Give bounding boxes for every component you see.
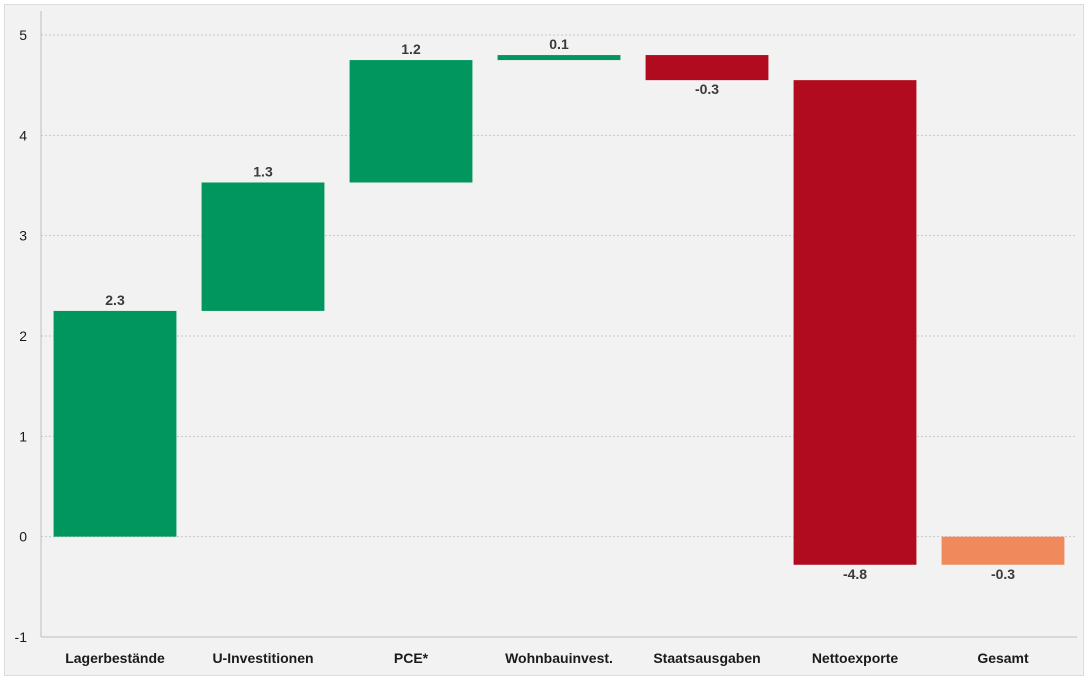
gridlines (41, 34, 1077, 538)
x-category-label: Nettoexporte (812, 650, 899, 666)
x-category-label: Gesamt (977, 650, 1029, 666)
x-category-label: Staatsausgaben (653, 650, 760, 666)
bar-staatsausgaben (645, 55, 769, 81)
bar-pce- (349, 60, 473, 183)
bar-lagerbestände (53, 310, 177, 537)
bar-u-investitionen (201, 182, 325, 311)
data-label: -0.3 (695, 81, 719, 97)
data-label: 1.3 (253, 163, 273, 179)
y-tick-label: 0 (19, 529, 27, 545)
data-label: 2.3 (105, 292, 125, 308)
data-label: 1.2 (401, 41, 421, 57)
data-label: 0.1 (549, 36, 569, 52)
axes: -1 0 1 2 3 4 5 (15, 11, 1077, 645)
labels: 2.3 Lagerbestände 1.3 U-Investitionen 1.2 PCE… (65, 36, 1029, 666)
waterfall-chart: -1 0 1 2 3 4 5 2.3 Lagerbestände 1.3 U-Investitio… (15, 11, 1077, 666)
y-tick-label: -1 (15, 629, 28, 645)
y-tick-label: 3 (19, 228, 27, 244)
data-label: -0.3 (991, 566, 1015, 582)
x-category-label: U-Investitionen (212, 650, 313, 666)
x-category-label: Lagerbestände (65, 650, 165, 666)
bar-wohnbauinvest- (497, 55, 621, 61)
x-category-label: Wohnbauinvest. (505, 650, 613, 666)
y-tick-label: 2 (19, 328, 27, 344)
y-tick-label: 1 (19, 428, 27, 444)
bar-gesamt (941, 536, 1065, 565)
data-label: -4.8 (843, 566, 867, 582)
chart-frame: -1 0 1 2 3 4 5 2.3 Lagerbestände 1.3 U-Investitio… (4, 4, 1084, 676)
bars (53, 55, 1065, 565)
y-tick-label: 5 (19, 27, 27, 43)
y-tick-label: 4 (19, 127, 27, 143)
bar-nettoexporte (793, 80, 917, 565)
x-category-label: PCE* (394, 650, 429, 666)
